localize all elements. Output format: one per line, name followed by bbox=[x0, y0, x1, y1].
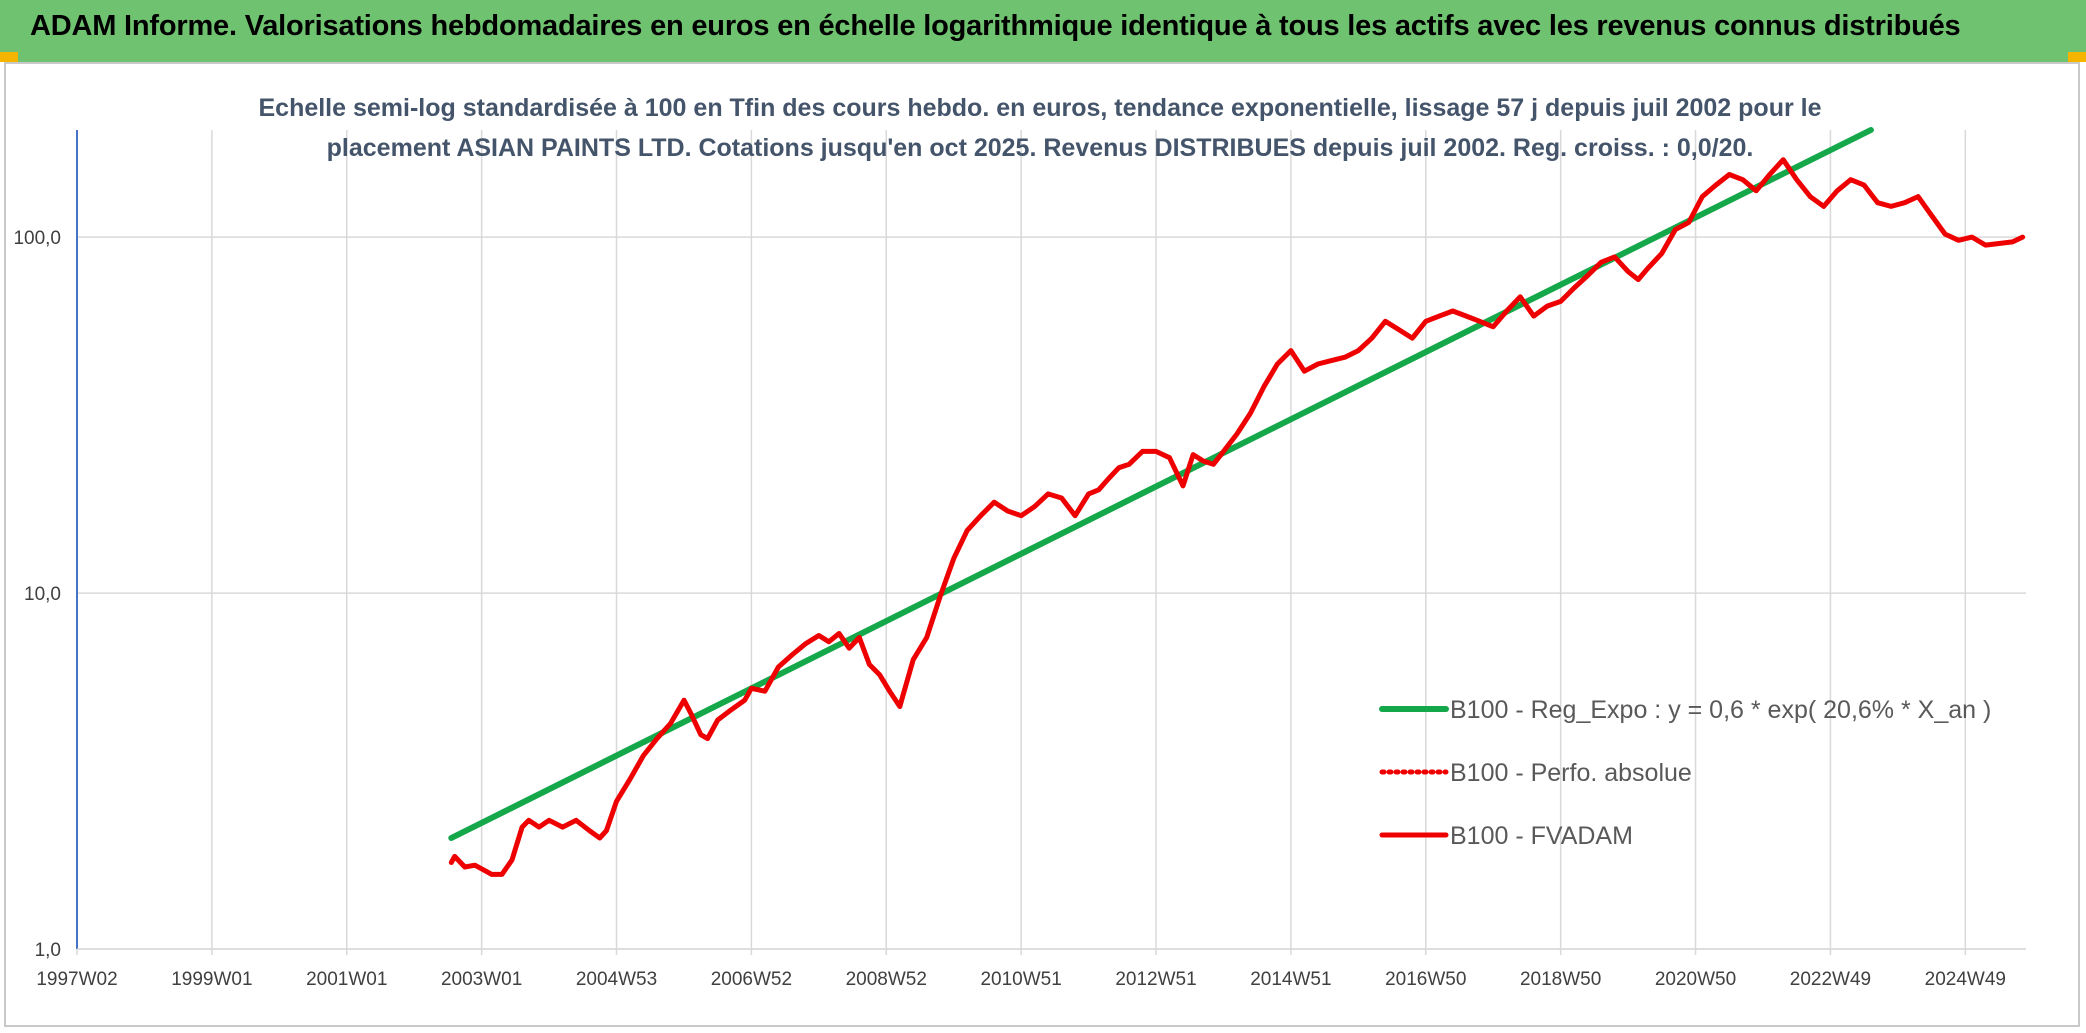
x-tick-label: 2001W01 bbox=[306, 969, 387, 990]
y-tick-label: 10,0 bbox=[24, 584, 61, 605]
chart-title-line1: Echelle semi-log standardisée à 100 en T… bbox=[258, 94, 1821, 122]
x-tick-label: 2006W52 bbox=[711, 969, 792, 990]
x-tick-label: 2003W01 bbox=[441, 969, 522, 990]
legend-label: B100 - Reg_Expo : y = 0,6 * exp( 20,6% *… bbox=[1450, 696, 1991, 724]
series bbox=[448, 127, 2026, 877]
chart-frame bbox=[4, 62, 2080, 1027]
x-tick-label: 2004W53 bbox=[576, 969, 657, 990]
x-tick-label: 2016W50 bbox=[1385, 969, 1466, 990]
x-tick-label: 1997W02 bbox=[36, 969, 117, 990]
header-banner: ADAM Informe. Valorisations hebdomadaire… bbox=[0, 0, 2086, 62]
corner-marker-left bbox=[0, 52, 18, 62]
y-tick-label: 100,0 bbox=[13, 228, 61, 249]
y-tick-labels: 1,0 10,0 100,0 bbox=[13, 228, 61, 961]
x-tick-label: 2014W51 bbox=[1250, 969, 1331, 990]
x-tick-label: 2012W51 bbox=[1115, 969, 1196, 990]
x-tick-label: 2018W50 bbox=[1520, 969, 1601, 990]
trend-line bbox=[448, 127, 1874, 841]
x-tick-label: 2020W50 bbox=[1655, 969, 1736, 990]
y-tick-label: 1,0 bbox=[35, 940, 61, 961]
grid bbox=[76, 130, 2026, 955]
x-tick-label: 2008W52 bbox=[846, 969, 927, 990]
fvadam-line bbox=[448, 157, 2026, 877]
legend-label: B100 - FVADAM bbox=[1450, 822, 1633, 850]
page-title: ADAM Informe. Valorisations hebdomadaire… bbox=[30, 10, 1961, 42]
x-tick-label: 2024W49 bbox=[1925, 969, 2006, 990]
x-tick-label: 2022W49 bbox=[1790, 969, 1871, 990]
legend-label: B100 - Perfo. absolue bbox=[1450, 759, 1692, 787]
x-tick-labels: 1997W02 1999W01 2001W01 2003W01 2004W53 2006W… bbox=[36, 969, 2006, 990]
chart-title-line2: placement ASIAN PAINTS LTD. Cotations ju… bbox=[327, 134, 1754, 162]
corner-marker-right bbox=[2068, 52, 2086, 62]
x-tick-label: 1999W01 bbox=[171, 969, 252, 990]
legend: B100 - Reg_Expo : y = 0,6 * exp( 20,6% *… bbox=[1379, 696, 1991, 850]
x-tick-label: 2010W51 bbox=[980, 969, 1061, 990]
